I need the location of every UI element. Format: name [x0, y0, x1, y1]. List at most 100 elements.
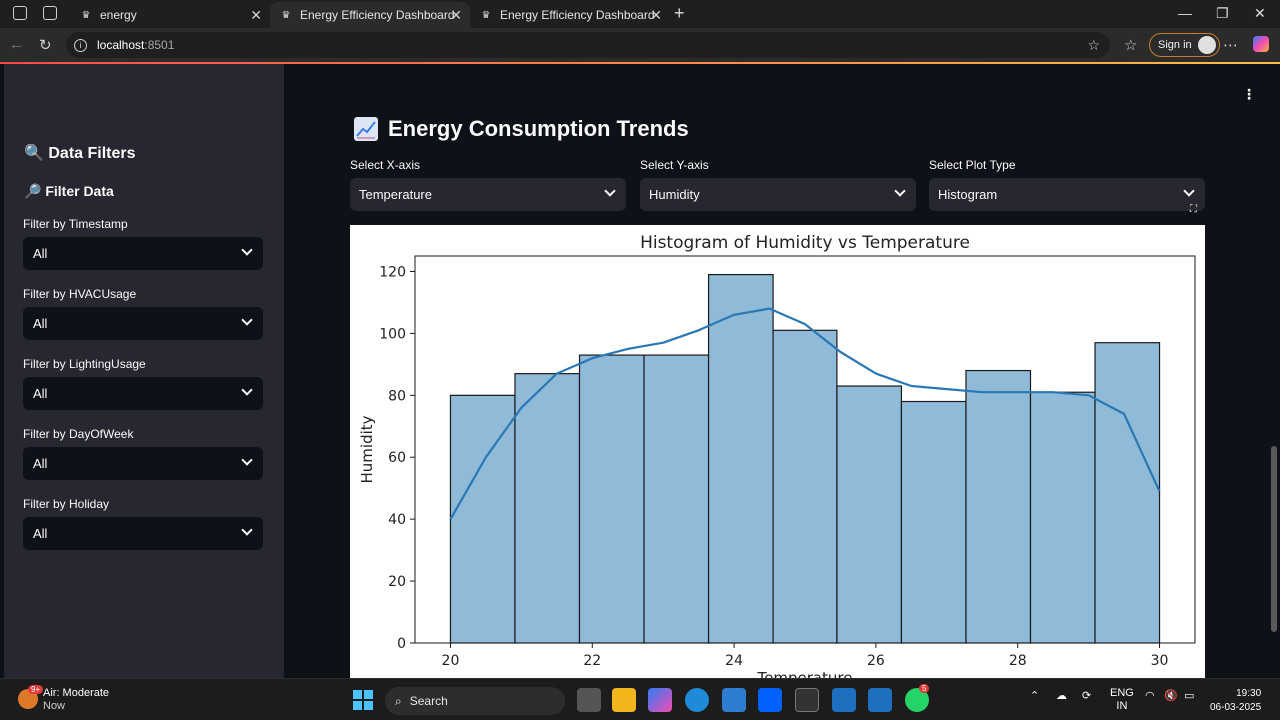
- filter-holiday-label: Filter by Holiday: [23, 497, 110, 511]
- filter-hvac-select[interactable]: All: [23, 307, 263, 340]
- scrollbar-track[interactable]: [1270, 64, 1280, 678]
- histogram-bar: [965, 369, 1032, 644]
- sync-icon[interactable]: ⟳: [1082, 690, 1092, 702]
- select-value: All: [33, 246, 48, 261]
- main-content: ⋮ Energy Consumption Trends Select X-axi…: [284, 64, 1274, 678]
- page-title-text: Energy Consumption Trends: [388, 116, 689, 141]
- y-axis-select[interactable]: Humidity: [640, 178, 916, 211]
- filter-dayofweek-label: Filter by DayOfWeek: [23, 427, 134, 441]
- url-port: :8501: [144, 38, 175, 52]
- fullscreen-icon[interactable]: ⛶: [1190, 204, 1197, 215]
- tab-energy[interactable]: ♛ energy ✕: [70, 2, 270, 28]
- terminal-icon[interactable]: [795, 688, 819, 712]
- y-tick-label: 40: [388, 512, 406, 528]
- task-view-icon[interactable]: [577, 688, 601, 712]
- cloud-icon[interactable]: ☁: [1056, 690, 1067, 702]
- tab-dashboard[interactable]: ♛ Energy Efficiency Dashboard ✕: [470, 2, 670, 28]
- sidebar-subheading: 🔎 Filter Data: [24, 183, 114, 199]
- select-value: Histogram: [938, 187, 998, 202]
- sidebar: 🔍 Data Filters 🔎 Filter Data Filter by T…: [4, 64, 284, 678]
- y-tick-label: 100: [379, 326, 406, 342]
- date: 06-03-2025: [1210, 702, 1262, 713]
- plot-type-label: Select Plot Type: [929, 158, 1016, 172]
- close-tab-icon[interactable]: ✕: [450, 7, 462, 23]
- filter-dayofweek-select[interactable]: All: [23, 447, 263, 480]
- favorites-icon[interactable]: ☆: [1124, 37, 1138, 54]
- weather-widget[interactable]: Air: Moderate Now: [43, 687, 109, 713]
- y-tick-label: 80: [388, 388, 406, 404]
- histogram-bar: [578, 354, 645, 644]
- more-menu-icon[interactable]: ⋯: [1223, 37, 1238, 54]
- close-window-icon[interactable]: ✕: [1254, 5, 1266, 21]
- close-tab-icon[interactable]: ✕: [650, 7, 662, 23]
- tab-title: Energy Efficiency Dashboard: [300, 8, 455, 22]
- select-value: All: [33, 316, 48, 331]
- url-bar[interactable]: i localhost:8501 ☆: [66, 32, 1110, 58]
- chevron-down-icon: [241, 454, 253, 466]
- histogram-bar: [449, 394, 516, 644]
- new-tab-icon[interactable]: +: [674, 3, 685, 23]
- copilot-icon[interactable]: [1253, 36, 1269, 52]
- tab-dashboard-active[interactable]: ♛ Energy Efficiency Dashboard ✕: [270, 2, 470, 28]
- signin-label: Sign in: [1158, 39, 1192, 51]
- select-value: All: [33, 456, 48, 471]
- language-indicator[interactable]: ENG IN: [1110, 687, 1134, 713]
- filter-lighting-select[interactable]: All: [23, 377, 263, 410]
- filter-timestamp-label: Filter by Timestamp: [23, 217, 128, 231]
- tray-chevron-up-icon[interactable]: ⌃: [1030, 690, 1040, 702]
- app-icon[interactable]: [832, 688, 856, 712]
- x-tick-label: 26: [867, 653, 885, 669]
- chevron-down-icon: [241, 314, 253, 326]
- close-tab-icon[interactable]: ✕: [250, 7, 262, 23]
- vscode-icon[interactable]: [868, 688, 892, 712]
- edge-icon[interactable]: [685, 688, 709, 712]
- x-tick-label: 28: [1009, 653, 1027, 669]
- filter-holiday-select[interactable]: All: [23, 517, 263, 550]
- filter-hvac-label: Filter by HVACUsage: [23, 287, 137, 301]
- chart-increasing-icon: [354, 117, 378, 141]
- select-value: Humidity: [649, 187, 700, 202]
- chart-container: Histogram of Humidity vs Temperature 0 20 4…: [350, 225, 1205, 678]
- plot-type-select[interactable]: Histogram: [929, 178, 1205, 211]
- address-toolbar: ← ↻ i localhost:8501 ☆ ☆ Sign in ⋯: [0, 28, 1280, 62]
- scrollbar-thumb[interactable]: [1271, 446, 1277, 632]
- taskbar-search[interactable]: ⌕ Search: [385, 687, 565, 715]
- histogram-bar: [836, 385, 903, 644]
- back-icon[interactable]: ←: [9, 36, 24, 53]
- time: 19:30: [1236, 688, 1262, 699]
- dropbox-icon[interactable]: [758, 688, 782, 712]
- x-tick-label: 22: [583, 653, 601, 669]
- y-tick-label: 60: [388, 450, 406, 466]
- streamlit-header-decoration: [0, 62, 1280, 64]
- tab-actions-icon[interactable]: [43, 6, 57, 20]
- weather-icon[interactable]: [18, 689, 38, 709]
- histogram-bar: [643, 354, 710, 644]
- wifi-icon[interactable]: ◠: [1145, 690, 1155, 702]
- app-menu-icon[interactable]: ⋮: [1242, 86, 1256, 102]
- workspaces-icon[interactable]: [13, 6, 27, 20]
- signin-button[interactable]: Sign in: [1149, 33, 1220, 57]
- avatar: [1197, 36, 1216, 54]
- refresh-icon[interactable]: ↻: [39, 37, 52, 54]
- minimize-icon[interactable]: —: [1178, 5, 1192, 21]
- copilot-app-icon[interactable]: [648, 688, 672, 712]
- battery-icon[interactable]: ▭: [1184, 690, 1195, 702]
- y-tick-label: 120: [379, 264, 406, 280]
- site-info-icon[interactable]: i: [74, 38, 87, 52]
- store-icon[interactable]: [722, 688, 746, 712]
- filter-timestamp-select[interactable]: All: [23, 237, 263, 270]
- windows-start-icon[interactable]: [351, 688, 375, 712]
- y-axis-label: Humidity: [358, 415, 376, 483]
- file-explorer-icon[interactable]: [612, 688, 636, 712]
- clock[interactable]: 19:30 06-03-2025: [1210, 687, 1261, 715]
- x-axis-select[interactable]: Temperature: [350, 178, 626, 211]
- tab-title: Energy Efficiency Dashboard: [500, 8, 655, 22]
- volume-icon[interactable]: 🔇: [1164, 690, 1178, 702]
- histogram-bar: [1029, 391, 1096, 644]
- maximize-icon[interactable]: ❐: [1216, 5, 1229, 21]
- favorite-star-icon[interactable]: ☆: [1087, 37, 1100, 53]
- filter-lighting-label: Filter by LightingUsage: [23, 357, 146, 371]
- lang-top: ENG: [1110, 687, 1134, 699]
- chart-title: Histogram of Humidity vs Temperature: [640, 233, 970, 253]
- x-tick-label: 20: [442, 653, 460, 669]
